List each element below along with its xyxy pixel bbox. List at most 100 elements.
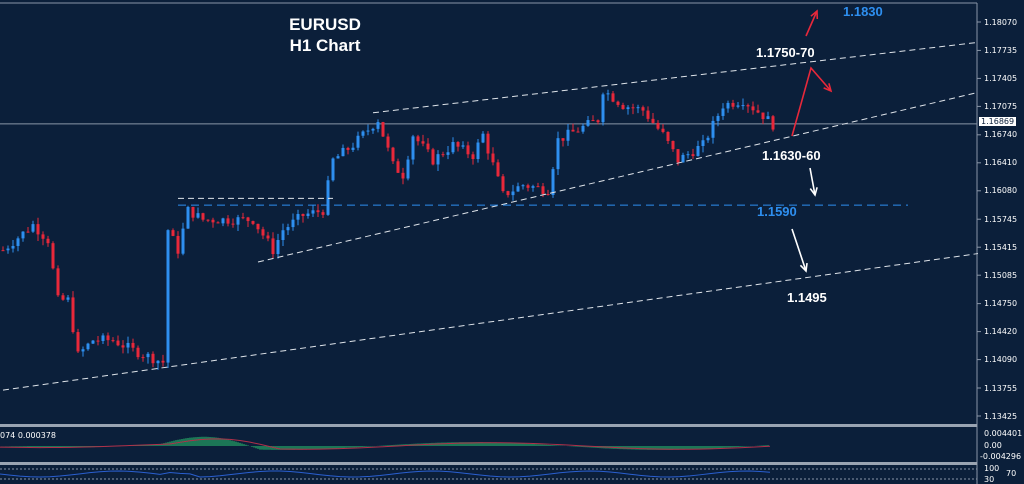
candle-body bbox=[716, 115, 720, 121]
candle-body bbox=[511, 191, 515, 196]
candle-body bbox=[646, 110, 650, 119]
y-tick-label: 1.16410 bbox=[984, 158, 1018, 168]
arrow-down-support-head bbox=[809, 187, 818, 197]
candle-body bbox=[576, 131, 580, 133]
chart-title-timeframe: H1 Chart bbox=[289, 36, 361, 55]
candle-body bbox=[606, 93, 610, 95]
candle-body bbox=[411, 136, 415, 160]
candle-body bbox=[326, 180, 330, 215]
candle-body bbox=[691, 154, 695, 157]
candle-body bbox=[701, 140, 705, 147]
candle-body bbox=[211, 219, 215, 223]
candle-body bbox=[366, 130, 370, 132]
candle-body bbox=[371, 128, 375, 131]
candle-body bbox=[296, 214, 300, 220]
candle-body bbox=[351, 147, 355, 150]
macd-axis-min: -0.004296 bbox=[980, 452, 1022, 461]
arrow-up-target bbox=[805, 10, 818, 37]
candle-body bbox=[31, 224, 35, 232]
candle-body bbox=[696, 146, 700, 157]
candle-body bbox=[346, 147, 350, 150]
candle-body bbox=[741, 105, 745, 107]
trendline bbox=[257, 91, 979, 263]
y-tick-label: 1.14420 bbox=[984, 327, 1018, 337]
y-tick-label: 1.13755 bbox=[984, 383, 1018, 393]
candle-body bbox=[251, 221, 255, 224]
candle-body bbox=[751, 106, 755, 111]
candle-body bbox=[381, 122, 385, 137]
y-tick-label: 1.15415 bbox=[984, 242, 1018, 252]
support-level-label: 1.1590 bbox=[757, 204, 797, 219]
candle-body bbox=[76, 332, 80, 352]
y-tick-label: 1.13425 bbox=[984, 411, 1018, 421]
y-tick-label: 1.14090 bbox=[984, 355, 1018, 365]
candle-body bbox=[321, 212, 325, 215]
candle-body bbox=[721, 108, 725, 116]
arrow-scenario bbox=[791, 66, 832, 137]
candle-body bbox=[246, 217, 250, 222]
candle-body bbox=[256, 223, 260, 230]
candle-body bbox=[496, 162, 500, 177]
candle-body bbox=[666, 131, 670, 141]
candle-body bbox=[261, 229, 265, 236]
candle-body bbox=[466, 145, 470, 155]
candle-body bbox=[736, 105, 740, 107]
candle-body bbox=[406, 159, 410, 179]
candle-body bbox=[421, 141, 425, 144]
support-label: 1.1630-60 bbox=[762, 148, 821, 163]
candle-body bbox=[436, 154, 440, 165]
candle-body bbox=[6, 248, 10, 251]
rsi-axis-30: 30 bbox=[984, 475, 995, 484]
candle-body bbox=[41, 234, 45, 239]
candle-body bbox=[136, 347, 140, 358]
candle-body bbox=[651, 118, 655, 123]
candle-body bbox=[236, 217, 240, 225]
candle-body bbox=[441, 154, 445, 156]
panel-divider bbox=[0, 424, 977, 427]
candle-body bbox=[56, 268, 60, 296]
candle-body bbox=[521, 185, 525, 187]
candle-body bbox=[276, 240, 280, 255]
candle-body bbox=[656, 122, 660, 129]
candle-body bbox=[491, 153, 495, 163]
current-price-tag: 1.16869 bbox=[979, 117, 1017, 126]
candle-body bbox=[231, 223, 235, 225]
macd-axis-max: 0.004401 bbox=[984, 429, 1023, 438]
candle-body bbox=[481, 133, 485, 143]
y-tick-label: 1.17405 bbox=[984, 73, 1018, 83]
candle-body bbox=[686, 154, 690, 156]
candle-body bbox=[616, 101, 620, 105]
candle-body bbox=[341, 147, 345, 157]
arrow-down-target bbox=[791, 228, 807, 272]
candle-body bbox=[636, 107, 640, 109]
candle-body bbox=[461, 145, 465, 147]
candle-body bbox=[151, 353, 155, 364]
resistance-label: 1.1750-70 bbox=[756, 45, 815, 60]
candle-body bbox=[416, 136, 420, 142]
y-tick-label: 1.15745 bbox=[984, 214, 1018, 224]
candle-body bbox=[541, 186, 545, 195]
candle-body bbox=[551, 169, 555, 196]
y-tick-label: 1.16740 bbox=[984, 130, 1018, 140]
candle-body bbox=[761, 112, 765, 120]
candle-body bbox=[201, 213, 205, 220]
candle-body bbox=[391, 147, 395, 162]
candle-body bbox=[361, 131, 365, 136]
macd-axis-zero: 0.00 bbox=[984, 441, 1002, 450]
candle-body bbox=[501, 176, 505, 192]
candle-body bbox=[706, 137, 710, 141]
candle-body bbox=[601, 94, 605, 123]
candle-body bbox=[756, 110, 760, 113]
candle-body bbox=[221, 218, 225, 224]
arrow-down-support bbox=[809, 167, 816, 196]
candle-body bbox=[146, 353, 150, 358]
candle-body bbox=[36, 224, 40, 235]
candle-body bbox=[336, 156, 340, 159]
chart-title-symbol: EURUSD bbox=[289, 15, 361, 34]
candle-body bbox=[61, 295, 65, 300]
y-tick-label: 1.17735 bbox=[984, 45, 1018, 55]
candle-body bbox=[376, 122, 380, 129]
candle-body bbox=[11, 245, 15, 249]
